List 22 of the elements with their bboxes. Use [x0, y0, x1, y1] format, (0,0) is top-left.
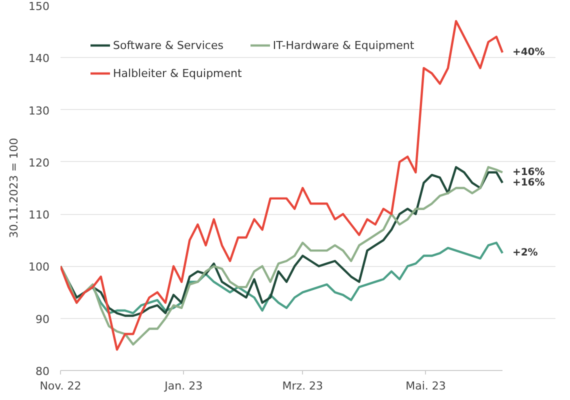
legend-label: Software & Services: [113, 38, 224, 52]
annotation: +16%: [512, 166, 545, 178]
annotation: +40%: [512, 46, 545, 58]
legend-label: IT-Hardware & Equipment: [272, 38, 414, 52]
legend-label: Halbleiter & Equipment: [113, 66, 242, 80]
y-tick-label: 90: [36, 312, 50, 326]
y-tick-label: 110: [28, 208, 50, 222]
y-tick-label: 140: [28, 52, 50, 66]
x-tick-label: Nov. 22: [40, 380, 82, 392]
y-axis-title: 30.11.2023 = 100: [8, 138, 21, 238]
y-tick-label: 80: [36, 365, 50, 378]
x-tick-label: Mai. 23: [406, 380, 446, 392]
line-series: [60, 166, 504, 346]
line-series: [60, 20, 504, 351]
y-tick-label: 120: [28, 156, 50, 170]
y-tick-label: 100: [28, 260, 50, 274]
annotation: +2%: [512, 248, 538, 259]
annotation: +16%: [512, 177, 545, 188]
x-tick-label: Jan. 23: [164, 380, 203, 392]
y-tick-label: 150: [28, 0, 50, 13]
x-tick-label: Mrz. 23: [282, 380, 324, 392]
y-tick-label: 130: [28, 104, 50, 118]
